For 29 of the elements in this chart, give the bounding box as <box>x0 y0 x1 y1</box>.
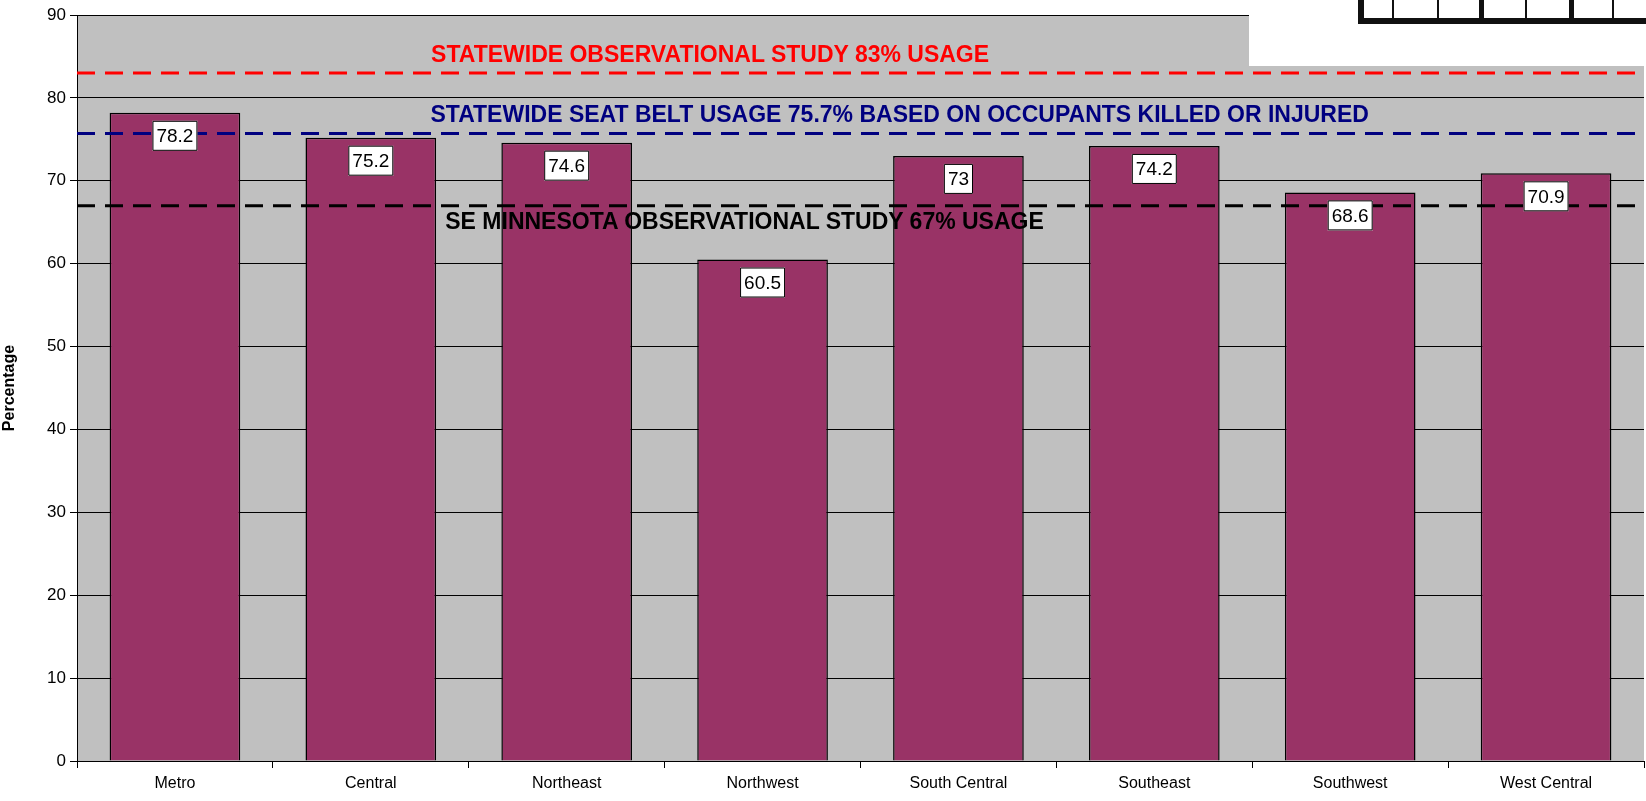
data-label: 75.2 <box>352 149 390 171</box>
y-tick-label: 0 <box>56 750 66 770</box>
y-tick-label: 90 <box>47 4 66 24</box>
y-tick-label: 40 <box>47 419 66 439</box>
y-tick-label: 70 <box>47 170 66 190</box>
x-tick-label: Metro <box>154 774 196 792</box>
ref-line-label: STATEWIDE SEAT BELT USAGE 75.7% BASED ON OCCUPANTS KILLED OR INJURED <box>430 101 1369 128</box>
x-tick-label: Southwest <box>1312 774 1389 792</box>
y-tick-label: 30 <box>47 502 66 522</box>
x-tick-label: Northeast <box>532 774 602 792</box>
y-axis-title: Percentage <box>0 344 18 432</box>
x-tick-label: Northwest <box>726 774 800 792</box>
data-label: 74.6 <box>548 154 586 176</box>
data-label: 70.9 <box>1527 185 1565 207</box>
y-tick-label: 60 <box>47 253 66 273</box>
ref-line-label: STATEWIDE OBSERVATIONAL STUDY 83% USAGE <box>431 40 990 67</box>
x-tick-label: Central <box>345 774 397 792</box>
y-tick-label: 10 <box>47 667 66 687</box>
y-tick-label: 20 <box>47 584 66 604</box>
x-tick-label: West Central <box>1499 774 1593 792</box>
x-tick-label: South Central <box>909 774 1008 792</box>
data-label: 68.6 <box>1331 204 1369 226</box>
data-label: 78.2 <box>156 125 194 147</box>
data-label: 60.5 <box>744 271 782 293</box>
x-tick-label: Southeast <box>1118 774 1191 792</box>
data-label: 74.2 <box>1135 158 1173 180</box>
data-label: 73 <box>947 168 970 190</box>
y-tick-label: 80 <box>47 87 66 107</box>
y-tick-label: 50 <box>47 336 66 356</box>
